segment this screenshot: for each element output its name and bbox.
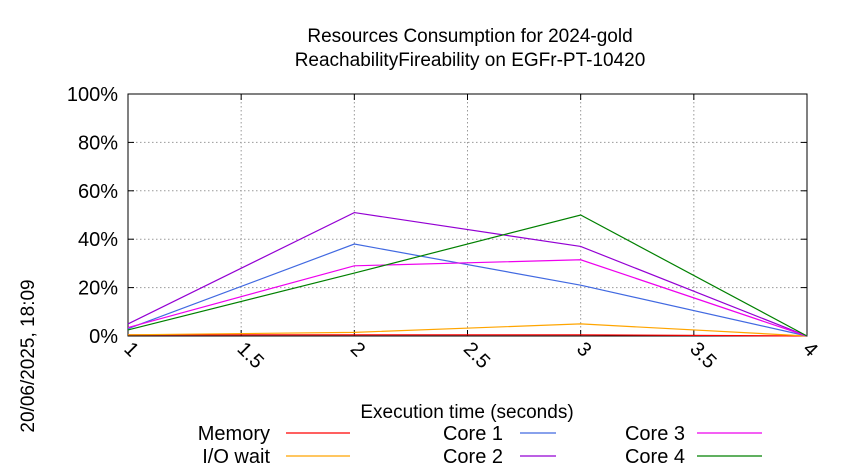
chart-title-line-2: ReachabilityFireability on EGFr-PT-10420 bbox=[295, 50, 646, 71]
x-axis-label: Execution time (seconds) bbox=[360, 402, 573, 423]
y-tick-label: 0% bbox=[89, 326, 118, 348]
grid-lines bbox=[128, 94, 807, 336]
series-line-core-4 bbox=[127, 214, 808, 337]
legend-label-core-2: Core 2 bbox=[443, 446, 503, 468]
legend-label-core-4: Core 4 bbox=[625, 446, 685, 468]
series-line-core-3 bbox=[127, 259, 808, 337]
legend-label-i-o-wait: I/O wait bbox=[202, 446, 270, 468]
x-tick-label: 1.5 bbox=[233, 338, 268, 373]
timestamp-label: 20/06/2025, 18:09 bbox=[18, 279, 39, 432]
series-lines bbox=[127, 211, 808, 337]
x-tick-label: 2.5 bbox=[459, 338, 494, 373]
y-tick-label: 100% bbox=[67, 84, 118, 106]
y-tick-label: 20% bbox=[78, 278, 118, 300]
legend-label-memory: Memory bbox=[198, 423, 270, 445]
series-line-i-o-wait bbox=[127, 323, 808, 337]
legend-label-core-3: Core 3 bbox=[625, 423, 685, 445]
x-tick-label: 3 bbox=[572, 338, 595, 361]
y-axis: 0% 20% 40% 60% 80% 100% bbox=[67, 84, 807, 348]
x-tick-label: 3.5 bbox=[685, 338, 720, 373]
legend-label-core-1: Core 1 bbox=[443, 423, 503, 445]
y-tick-label: 40% bbox=[78, 229, 118, 251]
series-line-memory bbox=[128, 334, 808, 337]
x-tick-label: 1 bbox=[119, 338, 142, 361]
x-tick-label: 4 bbox=[798, 338, 821, 361]
series-line-core-2 bbox=[127, 211, 808, 337]
x-tick-label: 2 bbox=[346, 338, 369, 361]
y-tick-label: 80% bbox=[78, 132, 118, 154]
y-tick-label: 60% bbox=[78, 181, 118, 203]
series-line-core-1 bbox=[127, 243, 808, 337]
chart-title-line-1: Resources Consumption for 2024-gold bbox=[307, 26, 632, 47]
